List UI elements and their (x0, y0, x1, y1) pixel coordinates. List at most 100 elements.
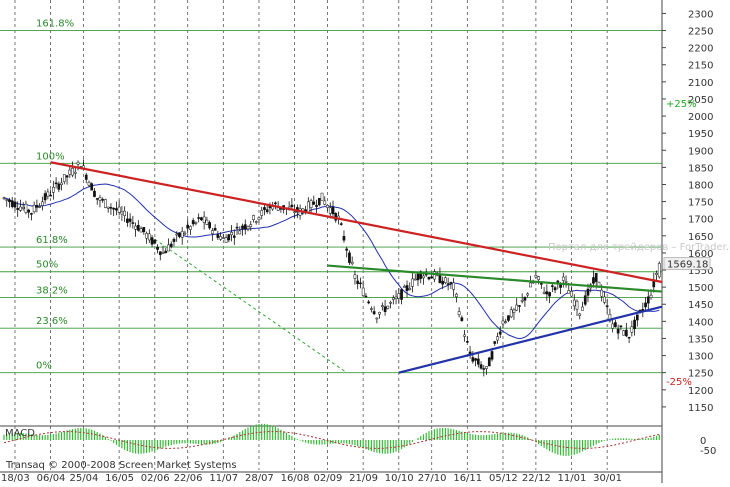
candle-body (507, 315, 510, 321)
price-tick-label: 2200 (688, 44, 713, 55)
candle-body (167, 244, 170, 252)
candle-body (526, 293, 530, 296)
candle-body (172, 238, 176, 242)
grid-lines (14, 0, 608, 470)
candle-body (62, 174, 66, 182)
candle-body (433, 271, 436, 280)
candle-body (608, 314, 612, 322)
candle-body (594, 273, 598, 282)
candle-body (315, 205, 318, 207)
candle-body (200, 217, 203, 221)
date-tick-label: 30/01 (593, 473, 622, 483)
candle-body (375, 317, 379, 320)
date-tick-label: 05/12 (489, 473, 518, 483)
candle-body (249, 224, 253, 227)
date-tick-label: 06/04 (37, 473, 66, 483)
candle-body (21, 206, 25, 209)
candle-body (361, 287, 365, 296)
candle-body (128, 218, 132, 222)
date-tick-label: 21/09 (349, 473, 378, 483)
price-axis: 2300 2250 2200 2150 2100 2050 2000 1950 1900 1850… (661, 0, 713, 483)
candle-body (611, 323, 614, 329)
price-tick-label: 1850 (688, 163, 713, 174)
candle-body (408, 288, 412, 290)
candle-body (625, 329, 628, 337)
candle-body (476, 358, 480, 365)
candle-body (600, 289, 604, 297)
candle-body (306, 201, 310, 213)
price-tick-label: 1150 (688, 403, 713, 414)
candle-body (548, 292, 551, 297)
candle-body (616, 328, 620, 334)
price-tick-label: 1950 (688, 129, 713, 140)
candle-body (178, 232, 181, 237)
candle-body (60, 182, 63, 186)
last-price-label: 1569.18 (667, 259, 708, 270)
candle-body (274, 202, 277, 205)
candlesticks (2, 159, 661, 377)
candle-body (339, 223, 343, 225)
candle-body (230, 232, 233, 236)
candle-body (19, 206, 22, 211)
candle-body (93, 190, 96, 197)
price-tick-label: 1900 (688, 146, 713, 157)
moving-average (3, 183, 660, 374)
candle-body (32, 204, 36, 213)
price-tick-label: 1550 (688, 266, 713, 277)
candle-body (153, 239, 157, 244)
candle-body (627, 336, 631, 339)
candle-body (545, 291, 549, 295)
price-tick-label: 1350 (688, 334, 713, 345)
red-resistance-trendline (50, 161, 663, 284)
candle-body (655, 273, 658, 275)
trendlines (50, 161, 663, 374)
price-tick-label: 1700 (688, 215, 713, 226)
candle-body (54, 182, 58, 185)
candle-body (257, 217, 261, 220)
candle-body (227, 234, 231, 241)
candle-body (460, 317, 464, 321)
candle-body (592, 277, 595, 284)
candle-body (194, 222, 198, 224)
dotted-trendline (154, 238, 347, 374)
price-tick-label: 1500 (688, 283, 713, 294)
candle-body (331, 207, 335, 215)
candle-body (68, 169, 72, 175)
candle-body (564, 281, 568, 283)
candle-body (446, 283, 450, 285)
date-axis: 18/03 06/04 25/04 16/05 02/06 22/06 11/07 28/07… (0, 471, 662, 484)
candle-body (471, 357, 475, 362)
candle-body (191, 220, 195, 225)
candle-body (328, 207, 332, 214)
candle-body (254, 221, 258, 223)
candle-body (24, 203, 28, 213)
candle-body (189, 226, 192, 230)
price-tick-label: 2050 (688, 95, 713, 106)
candle-body (183, 232, 187, 235)
candle-body (104, 199, 107, 208)
date-tick-label: 22/12 (522, 473, 551, 483)
fibonacci-levels: 161.8% 100% 61.8% 50% 38.2% 23.6% 0% (0, 19, 662, 374)
price-tick-label: 1750 (688, 198, 713, 209)
price-tick-label: 1600 (688, 249, 713, 260)
candle-body (542, 291, 546, 294)
candle-body (232, 235, 236, 238)
candle-body (419, 271, 423, 279)
fib-level-label: 50% (36, 260, 58, 271)
price-tick-label: 1250 (688, 369, 713, 380)
candle-body (537, 276, 540, 280)
candle-body (496, 336, 499, 341)
candle-body (614, 322, 617, 328)
candle-body (213, 228, 217, 231)
candle-body (550, 285, 554, 287)
macd-panel: 0-50 (0, 423, 716, 457)
candle-body (115, 208, 118, 211)
candle-body (139, 228, 143, 233)
candle-body (444, 277, 447, 283)
candle-body (342, 236, 346, 241)
candle-body (145, 233, 148, 239)
candle-body (211, 230, 214, 234)
green-resistance-trendline (327, 264, 663, 293)
price-tick-label: 1300 (688, 352, 713, 363)
